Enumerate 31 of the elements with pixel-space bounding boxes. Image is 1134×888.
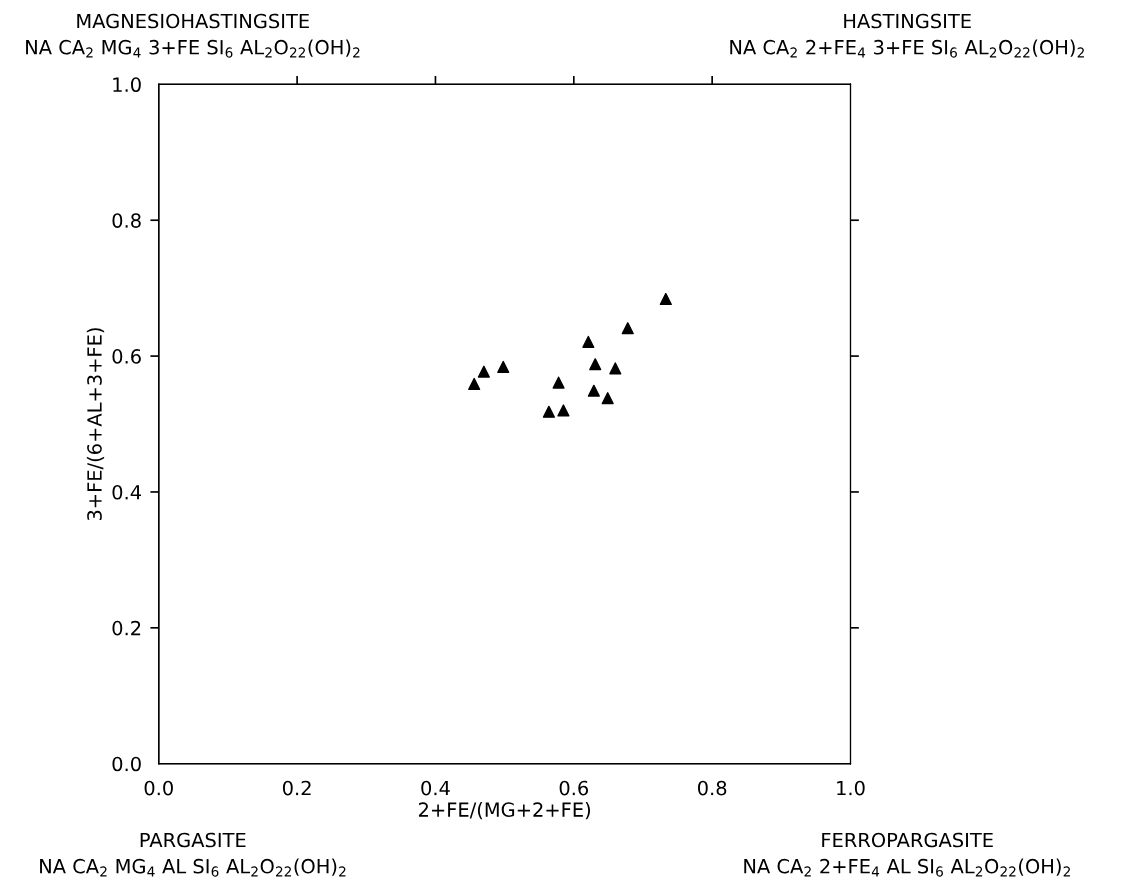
point [552,376,565,389]
x-axis-title: 2+FE/(MG+2+FE) [418,801,591,820]
y-tick-label: 0.0 [112,756,141,772]
y-tick-label: 0.2 [112,620,141,636]
y-tick-label: 1.0 [113,77,141,93]
point [557,404,570,417]
point [601,392,614,405]
y-tick-label: 0.4 [112,484,141,500]
y-tick-label: 0.8 [112,213,141,228]
y-axis-title: 3+FE/(6+AL+3+FE) [86,328,105,521]
point [621,322,634,335]
x-tick-label: 0.0 [144,780,173,796]
x-tick-label: 0.6 [559,780,589,796]
text: MAGNESIOHASTINGSITE NA CA$_{2}$ MG$_{4}$ 3+FE SI$_{6}$ AL$_{2}$O$_{22}$(OH)$_{2}$ [26,13,360,58]
text: FERROPARGASITE NA CA$_{2}$ 2+FE$_{4}$ AL SI$_{6}$ AL$_{2}$O$_{22}$(OH)$_{2}$ [744,832,1070,877]
point [468,377,481,391]
point [497,360,510,374]
y-tick-label: 0.6 [112,349,141,364]
point [582,335,595,348]
x-tick-label: 0.2 [282,780,311,796]
point [477,365,490,378]
x-tick-label: 0.4 [421,780,450,796]
point [609,362,622,375]
point [659,292,672,306]
text: HASTINGSITE NA CA$_{2}$ 2+FE$_{4}$ 3+FE SI$_{6}$ AL$_{2}$O$_{22}$(OH)$_{2}$ [730,13,1084,58]
x-tick-label: 1.0 [837,780,865,796]
point [589,358,602,371]
x-tick-label: 0.8 [697,780,727,796]
text: PARGASITE NA CA$_{2}$ MG$_{4}$ AL SI$_{6}$ AL$_{2}$O$_{22}$(OH)$_{2}$ [40,832,346,877]
point [587,384,600,397]
point [542,405,555,418]
